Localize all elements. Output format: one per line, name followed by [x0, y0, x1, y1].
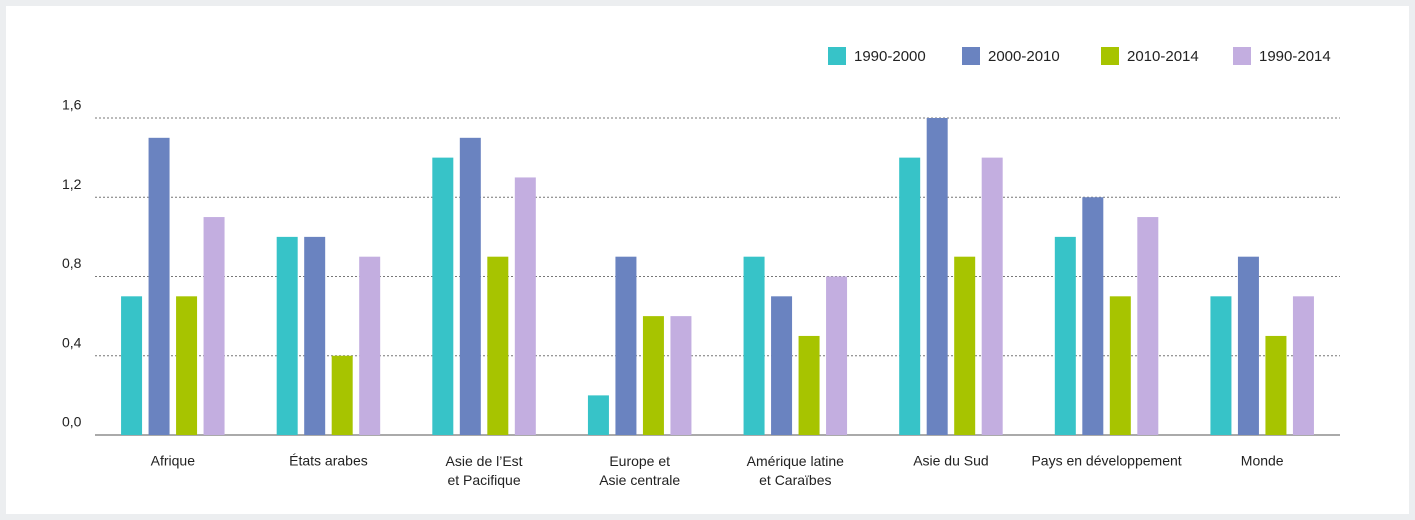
- bar: [359, 256, 381, 435]
- bar: [771, 296, 793, 435]
- bar: [798, 335, 820, 435]
- legend-swatch: [828, 47, 846, 65]
- y-tick-label: 0,4: [62, 334, 82, 350]
- bar: [487, 256, 509, 435]
- bar: [981, 157, 1003, 435]
- bar: [615, 256, 637, 435]
- bar: [1237, 256, 1259, 435]
- x-tick-label: Europe et Asie centrale: [599, 453, 680, 488]
- chart-background: [6, 6, 1409, 514]
- bar: [826, 276, 848, 435]
- bar: [642, 316, 664, 435]
- x-tick-label: Asie de l’Est et Pacifique: [446, 453, 523, 488]
- x-tick-label: États arabes: [289, 453, 368, 469]
- bar: [1054, 236, 1076, 435]
- y-tick-label: 0,8: [62, 255, 82, 271]
- bar: [1109, 296, 1131, 435]
- legend-label: 2000-2010: [988, 48, 1060, 65]
- bar: [148, 137, 170, 435]
- legend-label: 1990-2014: [1259, 48, 1331, 65]
- legend-label: 1990-2000: [854, 48, 926, 65]
- bar: [176, 296, 198, 435]
- bar: [1137, 217, 1159, 435]
- legend-swatch: [1101, 47, 1119, 65]
- y-tick-label: 0,0: [62, 414, 82, 430]
- bar: [1292, 296, 1314, 435]
- bar: [304, 236, 326, 435]
- bar: [203, 217, 225, 435]
- x-tick-label: Pays en développement: [1031, 453, 1181, 469]
- bar: [1082, 197, 1104, 435]
- legend-label: 2010-2014: [1127, 48, 1199, 65]
- bar: [587, 395, 609, 435]
- legend-swatch: [962, 47, 980, 65]
- bar: [432, 157, 454, 435]
- legend-swatch: [1233, 47, 1251, 65]
- y-tick-label: 1,6: [62, 97, 82, 113]
- x-tick-label: Amérique latine et Caraïbes: [747, 453, 844, 488]
- bar: [926, 118, 948, 435]
- y-tick-label: 1,2: [62, 176, 82, 192]
- bar: [670, 316, 692, 435]
- bar: [514, 177, 536, 435]
- x-tick-label: Afrique: [151, 453, 196, 469]
- bar: [899, 157, 921, 435]
- bar: [954, 256, 976, 435]
- bar: [1210, 296, 1232, 435]
- bar: [459, 137, 481, 435]
- bar: [743, 256, 765, 435]
- bar: [1265, 335, 1287, 435]
- bar: [121, 296, 143, 435]
- x-tick-label: Monde: [1241, 453, 1284, 469]
- x-tick-label: Asie du Sud: [913, 453, 989, 469]
- bar: [276, 236, 298, 435]
- bar: [331, 355, 353, 435]
